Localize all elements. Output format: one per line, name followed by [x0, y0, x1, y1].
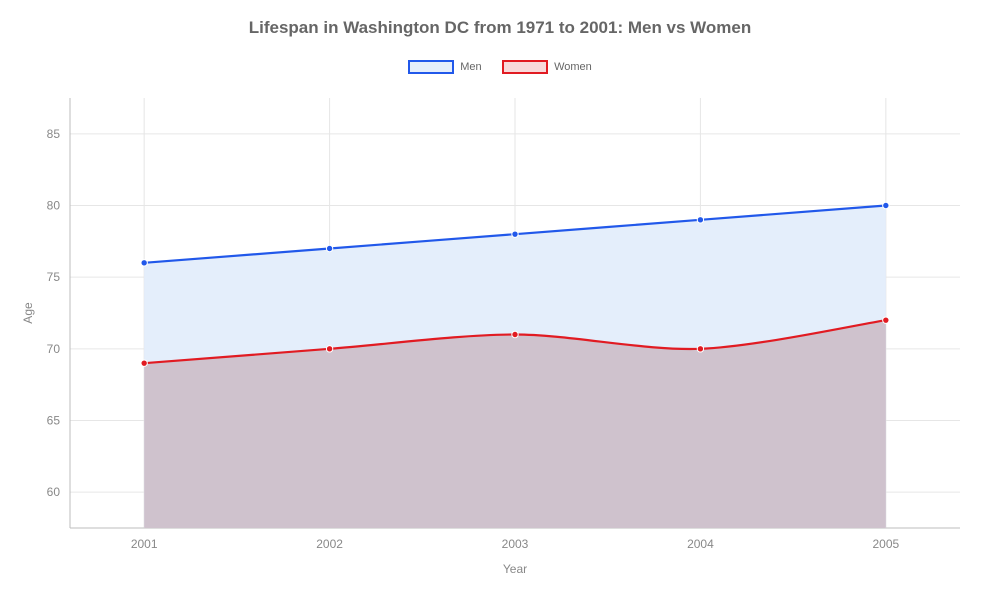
data-point-men[interactable] [883, 202, 889, 208]
data-point-men[interactable] [697, 217, 703, 223]
x-tick-label: 2001 [131, 537, 158, 551]
legend-swatch-men [408, 60, 454, 74]
data-point-women[interactable] [326, 346, 332, 352]
data-point-men[interactable] [326, 245, 332, 251]
data-point-women[interactable] [697, 346, 703, 352]
data-point-women[interactable] [883, 317, 889, 323]
y-tick-label: 85 [47, 127, 61, 141]
chart-plot: 60 65 70 75 80 85 2001 2002 2003 2004 2005 Age Year [20, 88, 990, 598]
chart-title: Lifespan in Washington DC from 1971 to 2… [0, 18, 1000, 38]
data-point-women[interactable] [512, 331, 518, 337]
x-tick-label: 2002 [316, 537, 343, 551]
chart-container: Lifespan in Washington DC from 1971 to 2… [0, 0, 1000, 600]
legend-item-women[interactable]: Women [502, 60, 592, 74]
legend-label-men: Men [460, 61, 481, 73]
legend-label-women: Women [554, 61, 592, 73]
y-tick-label: 75 [47, 270, 61, 284]
legend-swatch-women [502, 60, 548, 74]
y-tick-label: 80 [47, 199, 61, 213]
y-tick-label: 70 [47, 342, 61, 356]
data-point-men[interactable] [141, 260, 147, 266]
y-tick-label: 65 [47, 414, 61, 428]
x-tick-label: 2004 [687, 537, 714, 551]
data-point-women[interactable] [141, 360, 147, 366]
data-point-men[interactable] [512, 231, 518, 237]
y-tick-label: 60 [47, 485, 61, 499]
legend: Men Women [0, 60, 1000, 79]
legend-item-men[interactable]: Men [408, 60, 481, 74]
x-axis-label: Year [503, 562, 527, 576]
x-tick-label: 2003 [502, 537, 529, 551]
x-tick-label: 2005 [872, 537, 899, 551]
y-axis-label: Age [21, 302, 35, 324]
